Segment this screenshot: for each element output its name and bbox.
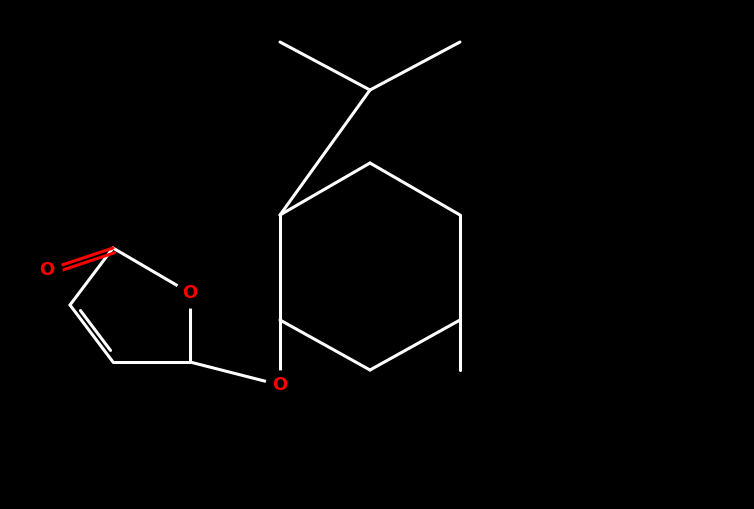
Text: O: O bbox=[272, 376, 287, 394]
Text: O: O bbox=[182, 284, 198, 302]
Text: O: O bbox=[39, 261, 54, 279]
